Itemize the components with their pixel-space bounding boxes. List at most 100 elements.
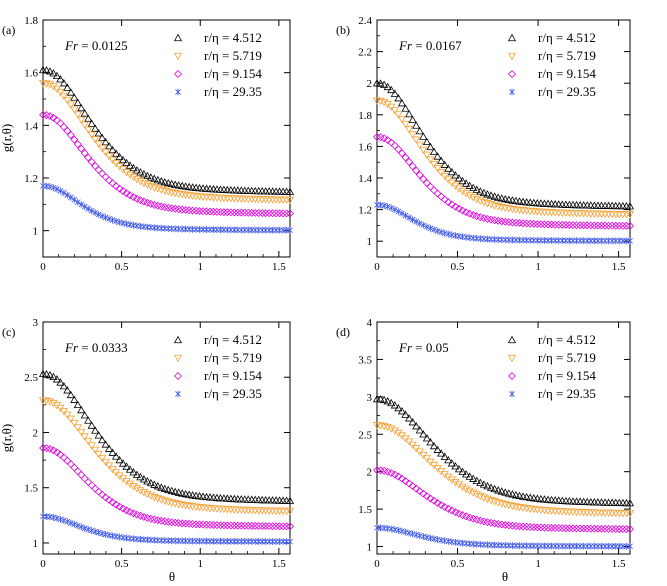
legend-label: r/η = 29.35 — [538, 84, 596, 99]
data-point — [387, 425, 396, 433]
data-point — [529, 219, 538, 228]
data-point — [49, 372, 58, 381]
data-point — [627, 542, 633, 550]
data-point — [462, 512, 471, 521]
data-point — [462, 485, 471, 494]
data-point — [593, 498, 603, 506]
data-point — [132, 485, 142, 493]
data-point — [501, 488, 510, 496]
data-point — [195, 520, 204, 529]
data-point — [558, 524, 567, 533]
data-point — [383, 467, 392, 476]
plot-frame — [42, 321, 291, 555]
data-point — [544, 220, 553, 229]
data-point — [126, 507, 134, 516]
data-point — [444, 198, 453, 207]
series-3 — [39, 443, 294, 531]
data-point — [570, 542, 576, 550]
data-point — [237, 208, 246, 217]
legend-label: r/η = 5.719 — [204, 48, 262, 63]
data-point — [479, 214, 488, 223]
data-point — [279, 522, 288, 531]
data-point — [209, 185, 218, 193]
legend-marker — [508, 70, 516, 78]
data-point — [164, 517, 173, 526]
data-point — [143, 490, 152, 499]
data-point — [244, 506, 253, 515]
data-point — [77, 405, 86, 414]
data-point — [497, 487, 506, 495]
data-point — [272, 507, 281, 516]
data-point — [91, 136, 100, 144]
data-point — [125, 161, 135, 169]
data-point — [454, 204, 463, 213]
y-tick-label: 1.8 — [24, 15, 38, 27]
data-point — [586, 524, 595, 533]
data-point — [554, 220, 563, 229]
data-point — [573, 542, 580, 550]
data-point — [285, 507, 295, 516]
data-point — [192, 206, 201, 215]
data-point — [576, 200, 585, 209]
data-point — [143, 171, 152, 180]
data-point — [268, 522, 277, 531]
data-point — [45, 67, 55, 75]
data-point — [161, 537, 168, 544]
data-point — [240, 195, 249, 203]
data-point — [216, 505, 225, 514]
data-point — [275, 496, 284, 504]
data-point — [105, 495, 114, 504]
data-point — [115, 455, 124, 464]
data-point — [73, 424, 82, 432]
data-point — [203, 537, 210, 545]
data-point — [254, 186, 263, 195]
data-point — [122, 462, 131, 470]
data-point — [95, 211, 102, 218]
data-point — [437, 156, 446, 164]
data-point — [426, 182, 435, 191]
data-point — [59, 407, 68, 416]
data-point — [71, 196, 78, 204]
data-point — [102, 530, 109, 538]
data-point — [101, 173, 110, 181]
data-point — [199, 520, 207, 529]
data-point — [287, 538, 293, 545]
data-point — [226, 521, 235, 530]
data-point — [458, 187, 467, 196]
data-point — [458, 176, 467, 185]
data-point — [583, 221, 592, 230]
data-point — [105, 141, 114, 150]
data-point — [207, 537, 213, 545]
data-point — [479, 517, 488, 526]
data-point — [583, 210, 592, 218]
legend-label: r/η = 9.154 — [538, 368, 596, 383]
data-point — [597, 201, 606, 209]
data-point — [625, 211, 635, 219]
data-point — [186, 537, 192, 545]
legend-label: r/η = 29.35 — [204, 386, 262, 401]
data-point — [465, 513, 474, 522]
froude-annotation: Fr = 0.0167 — [398, 38, 462, 53]
x-tick-label: 0 — [40, 558, 46, 570]
data-point — [401, 120, 410, 129]
legend-marker — [174, 70, 182, 78]
data-point — [390, 427, 399, 435]
data-point — [217, 226, 224, 234]
data-point — [188, 206, 197, 215]
data-point — [80, 474, 89, 483]
data-point — [228, 537, 234, 545]
data-point — [111, 452, 121, 460]
data-point — [63, 126, 72, 135]
data-point — [278, 187, 288, 195]
data-point — [563, 542, 569, 550]
x-tick-label: 1.5 — [612, 558, 626, 570]
data-point — [273, 226, 279, 234]
data-point — [409, 530, 416, 538]
data-point — [108, 498, 117, 507]
data-point — [394, 94, 403, 102]
data-point — [248, 538, 255, 545]
data-point — [576, 221, 585, 230]
data-point — [153, 201, 162, 210]
data-point — [42, 66, 51, 74]
series-1 — [372, 78, 635, 210]
